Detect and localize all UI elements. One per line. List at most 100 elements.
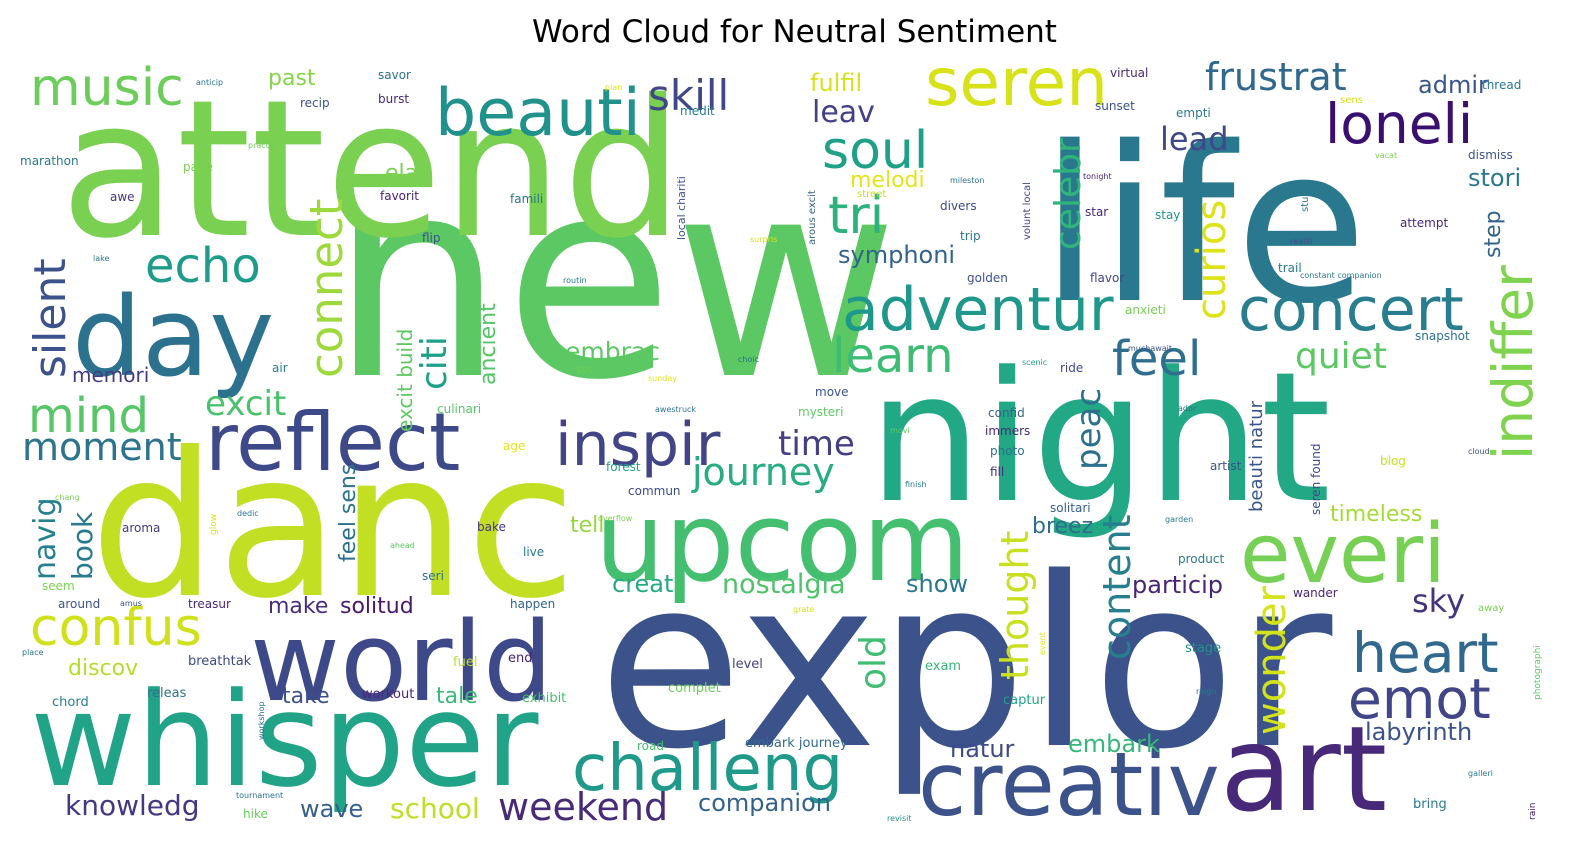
word-burst: burst — [378, 92, 409, 106]
word-rain: rain — [1528, 803, 1538, 820]
word-sens: sens — [1340, 95, 1363, 106]
word-around: around — [58, 597, 100, 611]
word-breathtak: breathtak — [188, 654, 252, 669]
word-studi: studi — [1300, 187, 1311, 212]
word-skill: skill — [648, 71, 729, 120]
word-lead: lead — [1160, 120, 1229, 158]
word-sky: sky — [1412, 582, 1465, 620]
word-upcom: upcom — [595, 478, 969, 606]
word-heart: heart — [1352, 621, 1499, 685]
word-learn: learn — [832, 328, 954, 384]
word-attempt: attempt — [1400, 216, 1448, 230]
chart-title: Word Cloud for Neutral Sentiment — [532, 14, 1057, 50]
word-journey: journey — [691, 450, 835, 494]
word-treasur: treasur — [188, 597, 231, 611]
word-solitari: solitari — [1050, 501, 1091, 515]
word-reign: reign — [1196, 687, 1216, 696]
word-solitud: solitud — [340, 594, 414, 619]
word-chang: chang — [55, 493, 80, 502]
word-wonder: wonder — [1249, 585, 1295, 735]
word-savor: savor — [378, 68, 411, 82]
word-thread: thread — [1482, 78, 1521, 92]
word-navig: navig — [28, 497, 63, 580]
word-surpris: surpris — [750, 235, 777, 244]
word-tonight: tonight — [1083, 172, 1112, 181]
word-bake: bake — [477, 520, 506, 534]
word-favorit: favorit — [380, 189, 419, 203]
word-confus: confus — [30, 598, 202, 658]
word-celebr: celebr — [1048, 138, 1089, 250]
word-seri: seri — [422, 569, 444, 583]
word-medit: medit — [680, 104, 715, 118]
word-movi: movi — [890, 426, 910, 435]
word-echo: echo — [145, 238, 261, 294]
word-excit: excit — [205, 384, 286, 424]
word-set: set — [576, 363, 593, 376]
word-fulfil: fulfil — [810, 69, 862, 97]
word-flavor: flavor — [1090, 271, 1124, 285]
word-excit-build: excit build — [393, 329, 417, 432]
word-overflow: overflow — [598, 514, 633, 523]
word-connect: connect — [300, 199, 353, 378]
word-memori: memori — [72, 363, 149, 387]
word-garden: garden — [1165, 515, 1193, 524]
word-frustrat: frustrat — [1205, 55, 1347, 99]
word-galleri: galleri — [1468, 769, 1493, 778]
word-melodi: melodi — [850, 168, 925, 193]
word-book: book — [66, 511, 99, 580]
word-seren: seren — [925, 44, 1108, 121]
word-vacat: vacat — [1375, 151, 1397, 160]
word-admir: admir — [1418, 71, 1488, 99]
word-emot: emot — [1348, 667, 1491, 731]
word-feel: feel — [1112, 331, 1201, 387]
word-natur: natur — [950, 735, 1015, 763]
word-attend: attend — [60, 59, 683, 280]
word-releas: releas — [147, 686, 187, 701]
word-aroma: aroma — [122, 521, 160, 535]
word-revisit: revisit — [887, 814, 912, 823]
word-dismiss: dismiss — [1468, 148, 1513, 162]
word-past: past — [268, 66, 316, 91]
word-age: age — [503, 439, 525, 453]
word-muchawait: muchawait — [1128, 344, 1172, 353]
word-move: move — [815, 385, 849, 399]
word-away: away — [1478, 603, 1504, 614]
word-art: art — [1220, 700, 1387, 838]
word-complet: complet — [668, 681, 721, 696]
word-stay: stay — [1155, 208, 1180, 222]
word-volunt-local: volunt local — [1022, 182, 1033, 240]
word-commun: commun — [628, 484, 681, 498]
word-golden: golden — [967, 271, 1008, 285]
word-dedic: dedic — [237, 509, 259, 518]
word-photo: photo — [990, 444, 1025, 458]
word-choic: choic — [738, 355, 759, 364]
word-ador: ador — [1178, 404, 1197, 413]
word-exhibit: exhibit — [522, 691, 566, 706]
word-finish: finish — [905, 480, 927, 489]
word-new: new — [330, 120, 898, 440]
word-bring: bring — [1413, 797, 1447, 812]
word-wander: wander — [1293, 586, 1338, 600]
word-end: end — [508, 651, 533, 666]
word-tale: tale — [436, 684, 478, 709]
word-adventur: adventur — [842, 275, 1114, 345]
word-page: page — [183, 160, 213, 174]
word-amus: amus — [120, 599, 142, 608]
word-happen: happen — [510, 597, 555, 611]
word-embark-journey: embark journey — [745, 736, 848, 751]
word-elat: elat — [385, 161, 427, 186]
word-take: take — [282, 684, 330, 709]
word-divers: divers — [940, 199, 977, 213]
word-famili: famili — [510, 192, 543, 206]
word-symphoni: symphoni — [838, 241, 955, 269]
word-seem: seem — [42, 579, 75, 593]
word-blog: blog — [1380, 454, 1406, 468]
word-street: street — [857, 189, 886, 200]
word-confid: confid — [988, 406, 1025, 420]
word-local-chariti: local chariti — [675, 176, 688, 240]
word-live: live — [523, 545, 544, 559]
word-mysteri: mysteri — [798, 405, 843, 419]
word-feel-sens: feel sens — [336, 464, 361, 562]
word-knowledg: knowledg — [65, 789, 200, 822]
